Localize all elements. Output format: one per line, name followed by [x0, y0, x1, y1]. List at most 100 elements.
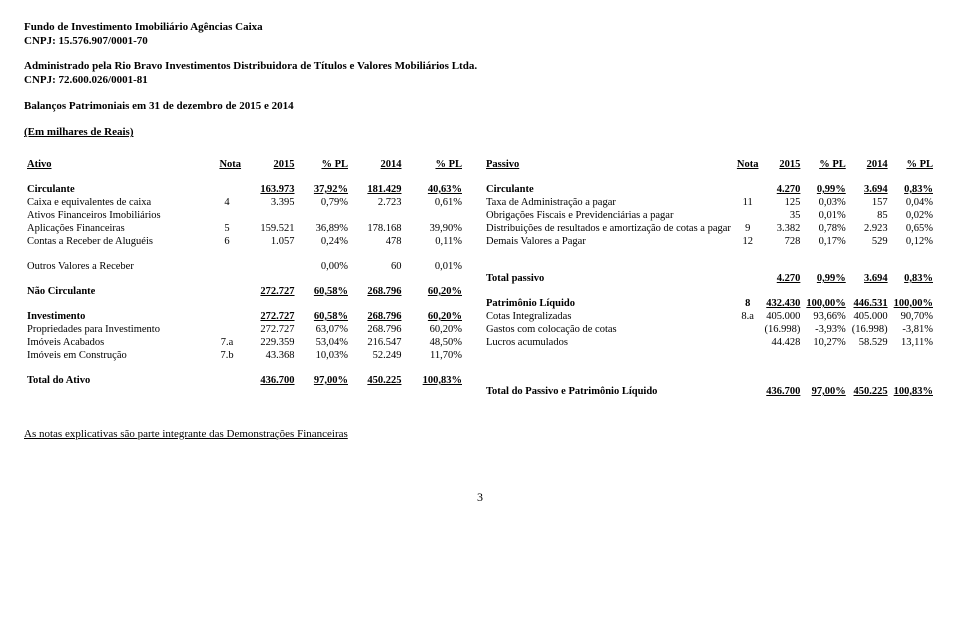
cell: 0,99% [803, 183, 848, 196]
cell: 178.168 [351, 222, 404, 235]
cell: 405.000 [762, 310, 804, 323]
cell: 60,20% [405, 310, 466, 323]
row-label: Aplicações Financeiras [24, 222, 210, 235]
table-row: Imóveis em Construção 7.b 43.368 10,03% … [24, 349, 465, 362]
cell: 2.923 [849, 222, 891, 235]
cell: 0,99% [803, 272, 848, 285]
table-row: Total passivo 4.270 0,99% 3.694 0,83% [483, 272, 936, 285]
col-pl2: % PL [906, 159, 933, 170]
cell: 0,83% [891, 183, 936, 196]
col-2015: 2015 [274, 159, 295, 170]
cell: 436.700 [762, 385, 804, 398]
table-row-total: Total do Passivo e Patrimônio Líquido 43… [483, 385, 936, 398]
cell-nota: 5 [210, 222, 244, 235]
cell-nota: 8 [734, 297, 762, 310]
table-header-row: Ativo Nota 2015 % PL 2014 % PL [24, 158, 465, 171]
row-label: Contas a Receber de Aluguéis [24, 235, 210, 248]
col-pl1: % PL [819, 159, 846, 170]
row-label: Não Circulante [24, 285, 210, 298]
col-pl1: % PL [321, 159, 348, 170]
cell: 529 [849, 235, 891, 248]
row-label: Investimento [24, 310, 210, 323]
cell: 1.057 [244, 235, 297, 248]
cell: 10,03% [298, 349, 351, 362]
cell: 0,00% [298, 260, 351, 273]
cell: 0,78% [803, 222, 848, 235]
cell: -3,81% [891, 323, 936, 336]
passivo-panel: Passivo Nota 2015 % PL 2014 % PL Circula… [483, 158, 936, 398]
cell: 0,02% [891, 209, 936, 222]
cell: 0,03% [803, 196, 848, 209]
cell: 60,20% [405, 285, 466, 298]
table-row: Distribuições de resultados e amortizaçã… [483, 222, 936, 235]
balance-title: Balanços Patrimoniais em 31 de dezembro … [24, 99, 936, 113]
cell: 52.249 [351, 349, 404, 362]
table-row: Demais Valores a Pagar 12 728 0,17% 529 … [483, 235, 936, 248]
row-label: Total passivo [483, 272, 734, 285]
cell: 478 [351, 235, 404, 248]
cell: 100,00% [803, 297, 848, 310]
row-label: Taxa de Administração a pagar [483, 196, 734, 209]
cell-nota: 11 [734, 196, 762, 209]
cell: 446.531 [849, 297, 891, 310]
row-label: Demais Valores a Pagar [483, 235, 734, 248]
cell: 10,27% [803, 336, 848, 349]
cell: 60,20% [405, 323, 466, 336]
table-row: Caixa e equivalentes de caixa 4 3.395 0,… [24, 196, 465, 209]
cell: 728 [762, 235, 804, 248]
cell: 85 [849, 209, 891, 222]
cell: 159.521 [244, 222, 297, 235]
col-2014: 2014 [381, 159, 402, 170]
cell: 3.694 [849, 183, 891, 196]
cell: 268.796 [351, 323, 404, 336]
cell: 0,12% [891, 235, 936, 248]
col-nota: Nota [219, 159, 241, 170]
cell: 0,01% [803, 209, 848, 222]
table-row: Aplicações Financeiras 5 159.521 36,89% … [24, 222, 465, 235]
cell: 3.694 [849, 272, 891, 285]
cell: 100,00% [891, 297, 936, 310]
balance-sheet: Ativo Nota 2015 % PL 2014 % PL Circulant… [24, 158, 936, 398]
cell: 13,11% [891, 336, 936, 349]
table-row: Circulante 163.973 37,92% 181.429 40,63% [24, 183, 465, 196]
cell: 100,83% [405, 374, 466, 387]
page-number: 3 [24, 490, 936, 505]
cell: 4.270 [762, 183, 804, 196]
row-label: Patrimônio Líquido [483, 297, 734, 310]
cell: 0,11% [405, 235, 466, 248]
footnote: As notas explicativas são parte integran… [24, 428, 936, 440]
balance-unit: (Em milhares de Reais) [24, 125, 936, 139]
cell: 181.429 [351, 183, 404, 196]
cell: 268.796 [351, 310, 404, 323]
cell: 11,70% [405, 349, 466, 362]
ativo-panel: Ativo Nota 2015 % PL 2014 % PL Circulant… [24, 158, 465, 398]
cell: (16.998) [849, 323, 891, 336]
cell: 90,70% [891, 310, 936, 323]
row-label: Caixa e equivalentes de caixa [24, 196, 210, 209]
cell: (16.998) [762, 323, 804, 336]
cell: 163.973 [244, 183, 297, 196]
cell: 60,58% [298, 285, 351, 298]
cell: 216.547 [351, 336, 404, 349]
cell: 44.428 [762, 336, 804, 349]
col-nota: Nota [737, 159, 759, 170]
cell: -3,93% [803, 323, 848, 336]
admin-line: Administrado pela Rio Bravo Investimento… [24, 59, 936, 73]
cell-nota: 12 [734, 235, 762, 248]
cell: 450.225 [351, 374, 404, 387]
col-passivo: Passivo [486, 159, 519, 170]
row-label: Imóveis em Construção [24, 349, 210, 362]
cell: 432.430 [762, 297, 804, 310]
cell: 60,58% [298, 310, 351, 323]
table-row: Lucros acumulados 44.428 10,27% 58.529 1… [483, 336, 936, 349]
row-label: Outros Valores a Receber [24, 260, 210, 273]
row-label: Imóveis Acabados [24, 336, 210, 349]
admin-cnpj: CNPJ: 72.600.026/0001-81 [24, 73, 936, 87]
cell-nota: 6 [210, 235, 244, 248]
cell: 63,07% [298, 323, 351, 336]
table-row: Patrimônio Líquido 8 432.430 100,00% 446… [483, 297, 936, 310]
cell-nota: 4 [210, 196, 244, 209]
cell: 268.796 [351, 285, 404, 298]
table-row: Ativos Financeiros Imobiliários [24, 209, 465, 222]
passivo-table: Passivo Nota 2015 % PL 2014 % PL Circula… [483, 158, 936, 398]
